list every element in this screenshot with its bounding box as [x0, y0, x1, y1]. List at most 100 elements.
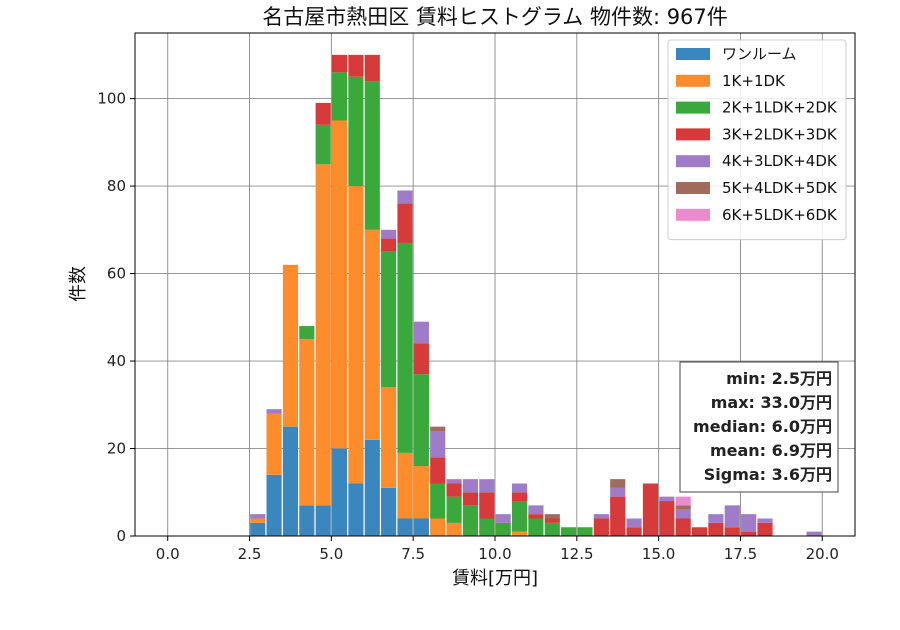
- bar-segment-series-0: [381, 487, 397, 536]
- bar-segment-series-3: [348, 54, 364, 77]
- bar-segment-series-5: [610, 479, 626, 488]
- bar-segment-series-4: [626, 518, 642, 528]
- bar-segment-series-3: [659, 501, 675, 536]
- legend: ワンルーム 1K+1DK 2K+1LDK+2DK 3K+2LDK+3DK 4K+3LDK…: [667, 39, 847, 241]
- y-tick-label: 80: [107, 177, 126, 195]
- bar-segment-series-4: [511, 483, 528, 493]
- bar-segment-series-3: [708, 522, 724, 536]
- bar-segment-series-2: [577, 527, 593, 536]
- bar-segment-series-0: [299, 505, 315, 536]
- legend-swatch: [676, 128, 710, 141]
- bar-segment-series-2: [315, 124, 331, 165]
- bar-segment-series-0: [250, 522, 266, 536]
- stats-box: min: 2.5万円 max: 33.0万円 median: 6.0万円 mean: …: [679, 361, 839, 493]
- stats-line: min: 2.5万円: [726, 369, 832, 388]
- x-tick-label: 0.0: [156, 545, 180, 563]
- bar-segment-series-3: [544, 518, 560, 523]
- legend-label: ワンルーム: [722, 45, 797, 63]
- bar-segment-series-1: [364, 229, 380, 440]
- bar-segment-series-3: [675, 518, 691, 536]
- bar-segment-series-1: [413, 466, 429, 519]
- bar-segment-series-4: [659, 496, 675, 502]
- stats-line: median: 6.0万円: [693, 417, 832, 436]
- bar-segment-series-4: [675, 509, 691, 519]
- bar-segment-series-2: [381, 251, 397, 388]
- stats-line: Sigma: 3.6万円: [704, 465, 832, 484]
- legend-label: 5K+4LDK+5DK: [722, 179, 838, 197]
- legend-swatch: [676, 74, 710, 87]
- bar-segment-series-3: [626, 527, 642, 536]
- bar-segment-series-2: [511, 501, 528, 532]
- bar-segment-series-3: [364, 54, 380, 82]
- legend-swatch: [676, 182, 710, 194]
- bar-segment-series-3: [724, 527, 740, 536]
- bar-segment-series-2: [299, 326, 315, 340]
- stats-line: max: 33.0万円: [711, 393, 832, 412]
- bar-segment-series-1: [397, 452, 413, 519]
- bar-segment-series-4: [741, 514, 757, 532]
- bar-segment-series-3: [757, 522, 773, 536]
- x-tick-label: 20.0: [806, 545, 839, 563]
- stats-line: mean: 6.9万円: [710, 441, 832, 460]
- bar-segment-series-1: [381, 387, 397, 488]
- bar-segment-series-3: [642, 483, 659, 536]
- bar-segment-series-1: [315, 164, 331, 506]
- y-axis-title: 件数: [68, 266, 89, 302]
- bar-segment-series-2: [413, 374, 429, 467]
- x-tick-label: 2.5: [238, 545, 262, 563]
- bar-segment-series-4: [806, 531, 822, 536]
- bar-segment-series-0: [397, 518, 413, 536]
- bar-segment-series-4: [397, 190, 413, 204]
- bar-segment-series-4: [757, 518, 773, 523]
- x-axis-title: 賃料[万円]: [452, 568, 538, 589]
- bar-segment-series-0: [348, 483, 364, 536]
- bar-segment-series-4: [708, 514, 724, 523]
- bar-segment-series-3: [511, 492, 528, 502]
- bar-segment-series-0: [315, 505, 331, 536]
- y-axis-ticks: 0 20 40 60 80 100: [97, 90, 135, 545]
- bar-segment-series-2: [528, 518, 544, 536]
- bar-segment-series-2: [561, 527, 577, 536]
- bar-segment-series-3: [479, 492, 495, 519]
- legend-label: 2K+1LDK+2DK: [722, 99, 838, 117]
- bar-segment-series-1: [511, 531, 528, 536]
- bar-segment-series-1: [250, 518, 266, 523]
- bar-segment-series-4: [446, 479, 462, 484]
- bar-segment-series-4: [479, 479, 495, 493]
- x-tick-label: 15.0: [642, 545, 675, 563]
- bar-segment-series-3: [610, 496, 626, 536]
- legend-label: 3K+2LDK+3DK: [722, 125, 838, 143]
- histogram-bars: [250, 54, 822, 536]
- bar-segment-series-5: [544, 514, 560, 519]
- bar-segment-series-3: [315, 102, 331, 125]
- y-tick-label: 20: [107, 440, 126, 458]
- y-tick-label: 40: [107, 352, 126, 370]
- legend-swatch: [676, 208, 710, 221]
- bar-segment-series-1: [348, 186, 364, 484]
- x-axis-ticks: 0.0 2.5 5.0 7.5 10.0 12.5 15.0 17.5 20.0: [156, 536, 839, 563]
- x-tick-label: 10.0: [478, 545, 511, 563]
- bar-segment-series-0: [364, 439, 380, 536]
- bar-segment-series-4: [528, 505, 544, 515]
- bar-segment-series-2: [544, 522, 560, 536]
- bar-segment-series-4: [430, 431, 446, 458]
- bar-segment-series-0: [413, 518, 429, 536]
- bar-segment-series-2: [495, 522, 511, 536]
- bar-segment-series-3: [691, 527, 708, 536]
- bar-segment-series-4: [250, 514, 266, 519]
- bar-segment-series-4: [495, 514, 511, 523]
- bar-segment-series-2: [462, 505, 479, 536]
- bar-segment-series-4: [381, 229, 397, 239]
- x-tick-label: 5.0: [319, 545, 343, 563]
- bar-segment-series-4: [610, 487, 626, 497]
- legend-label: 1K+1DK: [722, 72, 786, 90]
- bar-segment-series-3: [397, 203, 413, 243]
- bar-segment-series-3: [446, 483, 462, 497]
- bar-segment-series-1: [446, 522, 462, 536]
- bar-segment-series-3: [381, 238, 397, 252]
- bar-segment-series-2: [479, 518, 495, 536]
- y-tick-label: 100: [97, 90, 126, 108]
- stats-frame: [679, 361, 839, 493]
- bar-segment-series-1: [331, 120, 348, 449]
